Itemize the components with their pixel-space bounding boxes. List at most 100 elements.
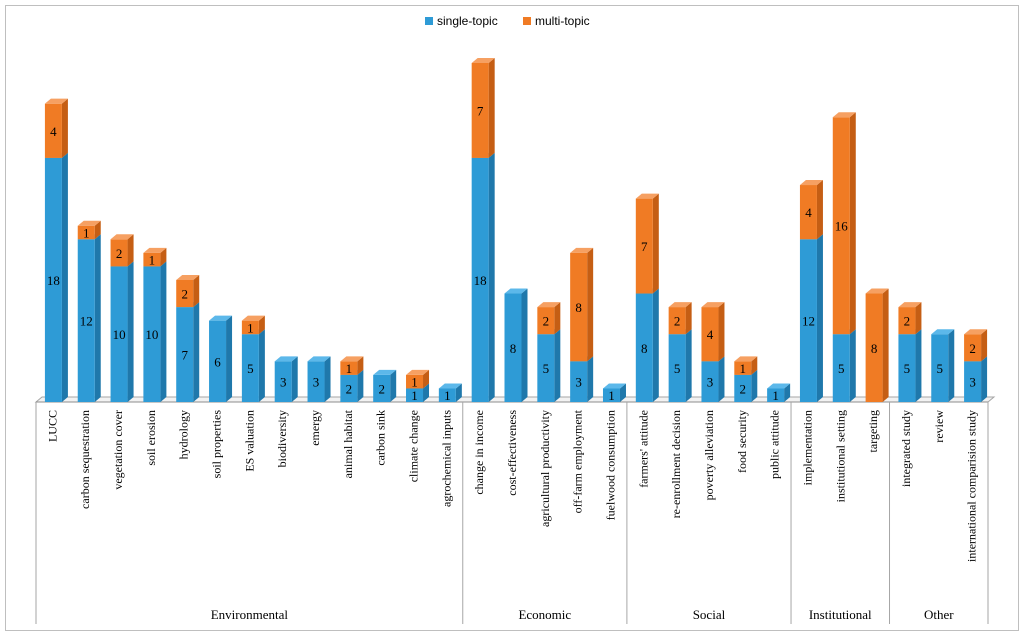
bar-single-biodiversity[interactable]	[274, 361, 292, 402]
bar-group-climate-change[interactable]: 11	[406, 369, 430, 403]
bar-group-review[interactable]: 5	[931, 329, 955, 402]
bar-group-es-valuation[interactable]: 51	[241, 315, 265, 402]
bar-group-biodiversity[interactable]: 3	[274, 356, 298, 402]
bar-multi-integrated-study[interactable]	[898, 307, 916, 335]
bar-multi-soil-erosion[interactable]	[143, 252, 161, 267]
bar-group-poverty-alleviation[interactable]: 34	[701, 302, 725, 402]
bar-single-emergy[interactable]	[307, 361, 325, 402]
bar-multi-climate-change[interactable]	[406, 374, 424, 389]
bar-multi-animal-habitat[interactable]	[340, 361, 358, 375]
bar-multi-lucc[interactable]	[44, 103, 62, 158]
bar-multi-institutional-setting[interactable]	[832, 117, 850, 335]
bar-multi-top-hydrology	[176, 274, 200, 280]
bar-group-international-comparision-study[interactable]: 32	[964, 329, 988, 402]
bar-group-carbon-sequestration[interactable]: 12 1	[77, 220, 101, 402]
bar-single-poverty-alleviation[interactable]	[701, 361, 719, 402]
data-label-multi-re-enrollment-decision: 2	[674, 314, 681, 329]
bar-single-integrated-study[interactable]	[898, 334, 916, 402]
bar-single-public-attitude[interactable]	[767, 388, 785, 402]
bar-group-cost-effectiveness[interactable]: 8	[504, 288, 528, 402]
bar-multi-es-valuation[interactable]	[241, 320, 259, 335]
bar-single-fuelwood-consumption[interactable]	[602, 388, 620, 402]
bar-single-implementation[interactable]	[799, 239, 817, 402]
bar-multi-implementation[interactable]	[799, 185, 817, 240]
bar-single-international-comparision-study[interactable]	[964, 361, 982, 402]
bar-multi-side-farmers-attitude	[652, 193, 659, 294]
bar-group-public-attitude[interactable]: 1	[767, 383, 791, 403]
bar-single-agrochemical-inputs[interactable]	[438, 388, 456, 402]
bar-single-es-valuation[interactable]	[241, 334, 259, 402]
bar-multi-top-change-in-income	[471, 58, 495, 63]
data-label-single-climate-change: 1	[411, 388, 418, 403]
bar-multi-top-lucc	[44, 98, 68, 104]
bar-single-top-carbon-sink	[373, 369, 397, 375]
bar-multi-carbon-sequestration[interactable]	[77, 225, 95, 240]
bar-multi-farmers-attitude[interactable]	[635, 198, 653, 294]
bar-group-re-enrollment-decision[interactable]: 52	[668, 302, 692, 402]
bar-group-lucc[interactable]: 18 4	[44, 98, 68, 402]
bar-single-soil-properties[interactable]	[209, 320, 227, 402]
bar-group-targeting[interactable]: 8	[865, 288, 889, 402]
bar-group-fuelwood-consumption[interactable]: 1	[602, 383, 626, 403]
bar-single-lucc[interactable]	[44, 157, 62, 402]
bar-single-side-animal-habitat	[357, 369, 364, 402]
bar-single-cost-effectiveness[interactable]	[504, 293, 522, 402]
bar-multi-side-es-valuation	[258, 315, 265, 335]
bar-group-institutional-setting[interactable]: 5 16	[832, 112, 856, 402]
bar-multi-international-comparision-study[interactable]	[964, 334, 982, 362]
bar-multi-hydrology[interactable]	[176, 279, 194, 308]
bar-multi-top-animal-habitat	[340, 356, 364, 362]
bar-single-carbon-sink[interactable]	[373, 374, 391, 402]
bar-single-side-integrated-study	[915, 329, 922, 402]
bar-multi-poverty-alleviation[interactable]	[701, 307, 719, 362]
bar-multi-off-farm-employment[interactable]	[570, 252, 588, 362]
bar-multi-change-in-income[interactable]	[471, 63, 489, 158]
bar-group-food-security[interactable]: 21	[734, 356, 758, 402]
bar-group-animal-habitat[interactable]: 21	[340, 356, 364, 402]
bar-single-side-poverty-alleviation	[718, 356, 725, 402]
bar-group-emergy[interactable]: 3	[307, 356, 331, 402]
bar-single-animal-habitat[interactable]	[340, 374, 358, 402]
bar-multi-top-targeting	[865, 288, 889, 294]
bar-group-soil-erosion[interactable]: 10 1	[143, 247, 167, 402]
bar-single-agricultural-productivity[interactable]	[537, 334, 555, 402]
bar-group-integrated-study[interactable]: 52	[898, 302, 922, 402]
bar-single-off-farm-employment[interactable]	[570, 361, 588, 402]
legend-item-single[interactable]: single-topic	[425, 14, 498, 28]
bar-single-side-hydrology	[193, 302, 200, 402]
bar-single-climate-change[interactable]	[406, 388, 424, 402]
bar-multi-re-enrollment-decision[interactable]	[668, 307, 686, 335]
data-label-single-soil-erosion: 10	[145, 327, 158, 342]
bar-multi-side-targeting	[882, 288, 889, 402]
bar-multi-agricultural-productivity[interactable]	[537, 307, 555, 335]
bar-group-agricultural-productivity[interactable]: 52	[537, 302, 561, 402]
legend-item-multi[interactable]: multi-topic	[523, 14, 590, 28]
data-label-single-food-security: 2	[740, 381, 747, 396]
bar-single-change-in-income[interactable]	[471, 157, 489, 402]
bar-group-vegetation-cover[interactable]: 10 2	[110, 234, 134, 402]
bar-single-food-security[interactable]	[734, 374, 752, 402]
bar-single-side-food-security	[751, 369, 758, 402]
bar-single-review[interactable]	[931, 334, 949, 402]
bar-group-hydrology[interactable]: 72	[176, 274, 200, 402]
bar-single-carbon-sequestration[interactable]	[77, 239, 95, 402]
data-label-multi-food-security: 1	[740, 361, 747, 376]
bar-group-change-in-income[interactable]: 18 7	[471, 58, 495, 402]
bar-single-hydrology[interactable]	[176, 307, 194, 402]
bar-single-vegetation-cover[interactable]	[110, 266, 128, 402]
bar-single-soil-erosion[interactable]	[143, 266, 161, 402]
bar-multi-targeting[interactable]	[865, 293, 883, 402]
data-label-single-cost-effectiveness: 8	[510, 341, 517, 356]
bar-group-off-farm-employment[interactable]: 38	[570, 247, 594, 402]
bar-group-carbon-sink[interactable]: 2	[373, 369, 397, 402]
bar-single-institutional-setting[interactable]	[832, 334, 850, 402]
bar-group-agrochemical-inputs[interactable]: 1	[438, 383, 462, 403]
bar-multi-top-integrated-study	[898, 302, 922, 308]
bar-group-farmers-attitude[interactable]: 87	[635, 193, 659, 402]
bar-multi-food-security[interactable]	[734, 361, 752, 375]
bar-group-implementation[interactable]: 12 4	[799, 180, 823, 402]
bar-single-farmers-attitude[interactable]	[635, 293, 653, 402]
bar-single-re-enrollment-decision[interactable]	[668, 334, 686, 402]
bar-multi-vegetation-cover[interactable]	[110, 239, 128, 267]
bar-group-soil-properties[interactable]: 6	[209, 315, 233, 402]
